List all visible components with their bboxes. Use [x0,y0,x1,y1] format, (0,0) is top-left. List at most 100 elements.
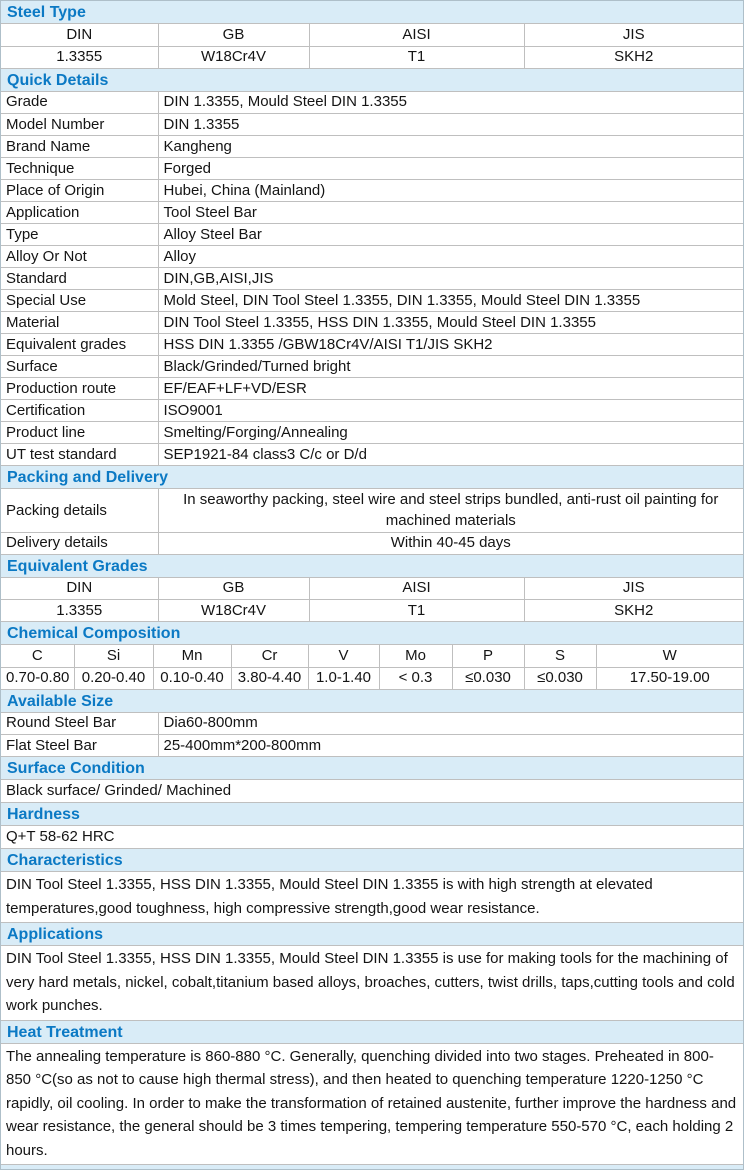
table-row: Standard DIN,GB,AISI,JIS [1,267,743,290]
element-range: 0.10-0.40 [153,667,232,690]
grade-header-jis: JIS [524,24,743,47]
table-row: 1.3355 W18Cr4V T1 SKH2 [1,599,743,622]
element-range: ≤0.030 [524,667,597,690]
spec-value: Alloy Steel Bar [158,223,743,246]
bottom-section-strip [1,1165,743,1169]
section-title-chemical-composition: Chemical Composition [1,622,743,645]
grade-value-din: 1.3355 [1,46,159,69]
spec-label: Alloy Or Not [1,245,159,268]
spec-value: DIN 1.3355, Mould Steel DIN 1.3355 [158,91,743,114]
spec-label: Technique [1,157,159,180]
spec-value: Within 40-45 days [158,532,743,555]
section-title-packing-delivery: Packing and Delivery [1,466,743,489]
element-symbol: W [596,645,743,668]
section-title-available-size: Available Size [1,689,743,713]
steel-type-table: DIN GB AISI JIS 1.3355 W18Cr4V T1 SKH2 [1,24,743,69]
element-range: 17.50-19.00 [596,667,743,690]
table-row: Model Number DIN 1.3355 [1,113,743,136]
section-title-hardness: Hardness [1,803,743,826]
spec-value: EF/EAF+LF+VD/ESR [158,377,743,400]
spec-value: Tool Steel Bar [158,201,743,224]
spec-value: Alloy [158,245,743,268]
spec-label: Grade [1,91,159,114]
available-size-table: Round Steel Bar Dia60-800mm Flat Steel B… [1,712,743,757]
grade-value-jis: SKH2 [524,599,743,622]
spec-label: Flat Steel Bar [1,734,159,757]
spec-label: Product line [1,421,159,444]
spec-label: Production route [1,377,159,400]
element-symbol: Si [74,645,154,668]
spec-label: Equivalent grades [1,333,159,356]
element-symbol: Cr [231,645,309,668]
grade-value-din: 1.3355 [1,599,159,622]
equivalent-grades-table: DIN GB AISI JIS 1.3355 W18Cr4V T1 SKH2 [1,577,743,622]
spec-value: Hubei, China (Mainland) [158,179,743,202]
grade-header-aisi: AISI [309,24,525,47]
spec-value: HSS DIN 1.3355 /GBW18Cr4V/AISI T1/JIS SK… [158,333,743,356]
element-symbol: C [1,645,75,668]
table-row: Alloy Or Not Alloy [1,245,743,268]
table-row: Grade DIN 1.3355, Mould Steel DIN 1.3355 [1,91,743,114]
table-row: 1.3355 W18Cr4V T1 SKH2 [1,46,743,69]
surface-condition-text: Black surface/ Grinded/ Machined [1,780,743,803]
section-title-characteristics: Characteristics [1,849,743,872]
quick-details-table: Grade DIN 1.3355, Mould Steel DIN 1.3355 … [1,91,743,466]
grade-value-gb: W18Cr4V [158,599,310,622]
spec-label: UT test standard [1,443,159,466]
section-title-quick-details: Quick Details [1,68,743,92]
spec-label: Brand Name [1,135,159,158]
grade-value-aisi: T1 [309,46,525,69]
section-title-applications: Applications [1,923,743,946]
grade-value-gb: W18Cr4V [158,46,310,69]
spec-label: Certification [1,399,159,422]
table-row: Equivalent grades HSS DIN 1.3355 /GBW18Cr… [1,333,743,356]
table-row: Production route EF/EAF+LF+VD/ESR [1,377,743,400]
spec-label: Packing details [1,489,159,533]
spec-value: Dia60-800mm [158,712,743,735]
spec-value: DIN Tool Steel 1.3355, HSS DIN 1.3355, M… [158,311,743,334]
spec-label: Delivery details [1,532,159,555]
spec-value: Mold Steel, DIN Tool Steel 1.3355, DIN 1… [158,289,743,312]
heat-treatment-text: The annealing temperature is 860-880 °C.… [1,1044,743,1165]
table-row: Application Tool Steel Bar [1,201,743,224]
section-title-steel-type: Steel Type [1,1,743,24]
spec-value: SEP1921-84 class3 C/c or D/d [158,443,743,466]
table-row: Place of Origin Hubei, China (Mainland) [1,179,743,202]
element-range: 3.80-4.40 [231,667,309,690]
element-symbol: Mn [153,645,232,668]
spec-label: Round Steel Bar [1,712,159,735]
element-symbol: Mo [379,645,453,668]
applications-text: DIN Tool Steel 1.3355, HSS DIN 1.3355, M… [1,946,743,1021]
grade-header-din: DIN [1,577,159,600]
table-row: Certification ISO9001 [1,399,743,422]
grade-value-aisi: T1 [309,599,525,622]
table-row: Technique Forged [1,157,743,180]
chemical-composition-table: C Si Mn Cr V Mo P S W 0.70-0.80 0.20-0.4… [1,645,743,690]
element-range: 0.20-0.40 [74,667,154,690]
table-row: DIN GB AISI JIS [1,577,743,600]
grade-header-jis: JIS [524,577,743,600]
element-range: ≤0.030 [452,667,525,690]
element-symbol: P [452,645,525,668]
characteristics-text: DIN Tool Steel 1.3355, HSS DIN 1.3355, M… [1,872,743,923]
grade-header-din: DIN [1,24,159,47]
section-title-surface-condition: Surface Condition [1,757,743,780]
section-title-equivalent-grades: Equivalent Grades [1,554,743,578]
element-symbol: V [308,645,380,668]
grade-header-gb: GB [158,577,310,600]
element-symbol: S [524,645,597,668]
table-row: Material DIN Tool Steel 1.3355, HSS DIN 1… [1,311,743,334]
spec-label: Special Use [1,289,159,312]
hardness-text: Q+T 58-62 HRC [1,826,743,849]
spec-value: ISO9001 [158,399,743,422]
element-range: < 0.3 [379,667,453,690]
spec-value: In seaworthy packing, steel wire and ste… [158,489,743,533]
table-row: Product line Smelting/Forging/Annealing [1,421,743,444]
element-range: 0.70-0.80 [1,667,75,690]
spec-label: Place of Origin [1,179,159,202]
table-row: UT test standard SEP1921-84 class3 C/c or… [1,443,743,466]
grade-header-aisi: AISI [309,577,525,600]
table-row: Delivery details Within 40-45 days [1,532,743,555]
table-row: DIN GB AISI JIS [1,24,743,47]
